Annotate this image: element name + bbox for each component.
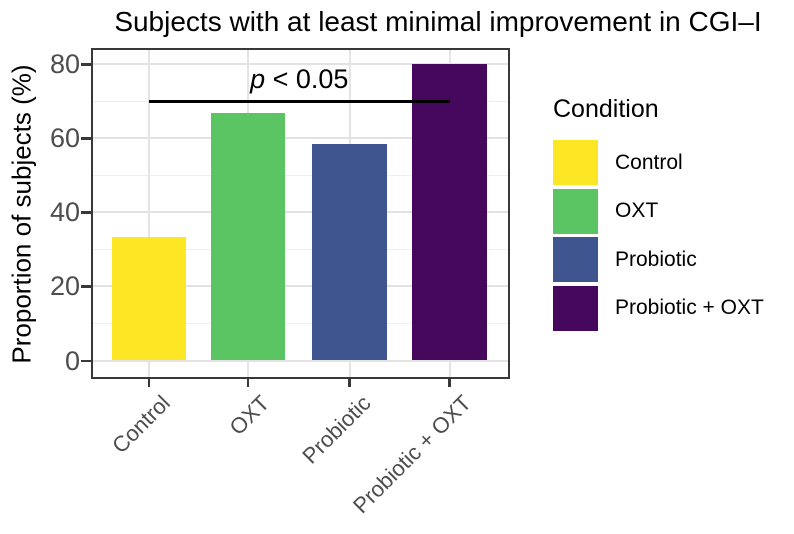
bar-probiotic-oxt [412, 64, 487, 361]
p-symbol: p [250, 64, 266, 95]
legend-label-oxt: OXT [615, 199, 659, 222]
x-tick-label-probiotic: Probiotic [297, 390, 376, 469]
legend-item-oxt: OXT [553, 188, 764, 234]
p-comparison: < 0.05 [265, 64, 349, 95]
gridline-major-y-20 [91, 285, 510, 288]
y-tick-mark-60 [81, 137, 91, 140]
plot-panel: p < 0.05 [91, 48, 510, 379]
legend-item-control: Control [553, 140, 764, 185]
significance-line [149, 99, 450, 103]
gridline-major-y-40 [91, 211, 510, 214]
gridline-minor-y-10 [91, 322, 510, 324]
y-tick-label-80: 80 [49, 49, 80, 80]
bar-oxt [210, 113, 286, 361]
legend-swatch-probiotic [553, 237, 598, 282]
y-tick-label-60: 60 [49, 123, 80, 154]
y-tick-mark-20 [81, 285, 91, 288]
gridline-minor-y-50 [91, 174, 510, 176]
gridline-major-y-60 [91, 137, 510, 140]
gridline-major-y-80 [91, 63, 510, 66]
legend-title: Condition [553, 95, 659, 123]
x-tick-mark-oxt [246, 379, 250, 387]
x-tick-mark-probiotic [348, 379, 351, 387]
x-tick-mark-control [147, 379, 151, 387]
bar-probiotic [312, 144, 387, 361]
gridline-minor-y-30 [91, 248, 510, 250]
legend-swatch-control [553, 140, 598, 185]
y-tick-label-20: 20 [49, 271, 80, 302]
x-tick-label-control: Control [107, 390, 175, 459]
legend-label-control: Control [615, 150, 683, 174]
legend: Condition Control OXT Probiotic Probioti… [553, 94, 764, 334]
legend-swatch-probiotic-oxt [553, 285, 598, 331]
legend-label-probiotic-oxt: Probiotic + OXT [615, 296, 764, 319]
legend-swatch-oxt [553, 188, 598, 234]
chart-title: Subjects with at least minimal improveme… [114, 6, 762, 37]
x-tick-label-oxt: OXT [224, 390, 274, 440]
y-tick-mark-80 [81, 63, 91, 66]
y-tick-mark-0 [81, 359, 91, 362]
legend-item-probiotic: Probiotic [553, 237, 764, 282]
y-tick-label-40: 40 [49, 197, 80, 228]
legend-item-probiotic-oxt: Probiotic + OXT [553, 285, 764, 331]
bar-control [111, 237, 187, 361]
gridline-major-y-0 [91, 359, 510, 362]
y-tick-mark-40 [81, 211, 91, 214]
y-tick-label-0: 0 [64, 345, 80, 376]
legend-label-probiotic: Probiotic [615, 247, 697, 271]
x-tick-mark-probiotic-oxt [448, 379, 451, 387]
significance-annotation: p < 0.05 [250, 64, 348, 95]
gridline-vertical-control [148, 48, 150, 379]
